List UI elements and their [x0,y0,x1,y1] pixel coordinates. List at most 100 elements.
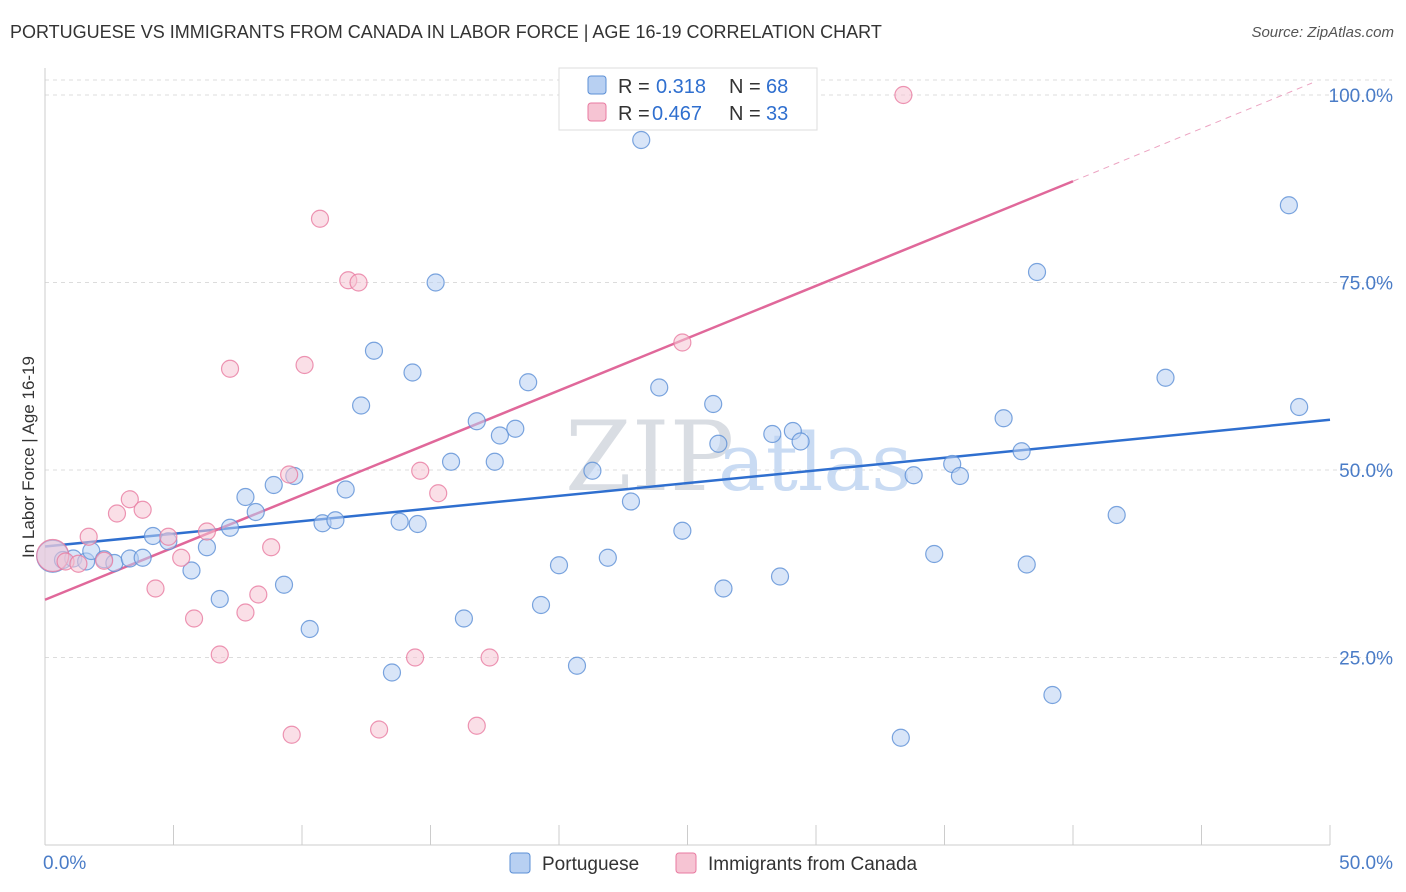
point-canada-32 [894,85,913,105]
point-portuguese-44 [632,130,651,150]
point-portuguese-42 [598,548,617,567]
point-portuguese-28 [403,363,422,382]
trend-line-canada [44,180,1074,601]
point-portuguese-53 [791,432,810,451]
x-tick-label-max: 50.0% [1339,853,1393,874]
point-canada-12 [197,522,217,541]
point-portuguese-39 [549,556,569,575]
point-portuguese-35 [490,426,509,445]
point-portuguese-43 [621,492,641,511]
data-points [36,85,1309,747]
legend-r-label-1: R = [618,103,650,125]
point-canada-10 [172,548,191,567]
point-canada-20 [295,355,314,375]
point-portuguese-11 [182,561,201,580]
point-portuguese-62 [1027,262,1047,282]
legend-n-label-1: N = [729,103,761,125]
trend-line-portuguese [44,418,1331,548]
point-portuguese-9 [143,526,163,546]
point-canada-18 [280,465,299,484]
point-portuguese-32 [454,609,474,628]
point-portuguese-55 [904,466,923,485]
point-portuguese-14 [220,518,240,537]
point-portuguese-41 [583,461,602,480]
legend-swatch-portuguese [587,75,607,95]
point-portuguese-23 [336,480,355,499]
point-portuguese-20 [300,619,319,639]
y-tick-label-25: 25.0% [1339,649,1393,670]
point-canada-28 [467,716,486,735]
point-portuguese-31 [441,452,461,471]
point-portuguese-33 [467,412,486,431]
point-portuguese-40 [567,656,587,675]
point-portuguese-16 [246,502,265,522]
watermark-atlas: atlas [718,416,912,509]
point-canada-13 [210,645,229,664]
y-tick-label-100: 100.0% [1329,86,1394,107]
tick-labels: 25.0% 50.0% 75.0% 100.0% 0.0% 50.0% [43,86,1393,874]
legend-r-value-0: 0.318 [656,76,706,98]
point-portuguese-13 [210,589,229,609]
trend-line-canada-extension [1072,82,1313,182]
point-portuguese-60 [1012,442,1031,461]
point-portuguese-47 [704,394,723,414]
correlation-legend: R = 0.318 N = 68 R = 0.467 N = 33 [558,67,818,131]
y-tick-label-50: 50.0% [1339,461,1393,482]
legend-r-label-0: R = [618,76,650,98]
point-canada-8 [146,579,165,598]
point-canada-27 [429,484,448,503]
point-canada-6 [120,490,139,509]
point-portuguese-51 [770,567,790,586]
point-canada-16 [249,585,268,604]
point-portuguese-61 [1017,555,1036,574]
point-portuguese-38 [531,595,551,615]
point-portuguese-50 [763,424,782,444]
series-legend: Portuguese Immigrants from Canada [509,852,918,875]
chart-title: PORTUGUESE VS IMMIGRANTS FROM CANADA IN … [10,22,882,42]
x-tick-label-min: 0.0% [43,853,86,874]
point-canada-4 [95,551,114,570]
point-canada-5 [107,504,127,523]
legend-n-label-0: N = [729,76,761,98]
point-portuguese-26 [382,663,402,682]
point-portuguese-63 [1043,685,1062,705]
point-portuguese-45 [650,378,669,397]
point-portuguese-58 [950,466,970,486]
axes [44,68,1331,846]
grid-lines [45,79,1392,658]
point-canada-9 [159,527,178,546]
point-portuguese-30 [426,273,445,292]
point-portuguese-27 [390,512,409,531]
point-portuguese-48 [709,434,728,453]
point-portuguese-29 [408,514,427,534]
point-canada-14 [220,359,240,378]
point-canada-25 [405,648,425,667]
point-canada-11 [184,609,204,628]
point-canada-19 [282,725,301,744]
point-canada-31 [673,333,692,352]
watermark-zip: ZIP [565,401,734,513]
point-canada-21 [310,209,330,228]
point-portuguese-18 [274,575,294,594]
point-portuguese-64 [1107,505,1126,525]
point-canada-2 [69,554,88,573]
legend-n-value-1: 33 [766,103,788,125]
point-portuguese-37 [519,373,538,392]
legend-r-value-1: 0.467 [652,103,702,125]
legend-n-value-0: 68 [766,76,788,98]
bottom-legend-portuguese: Portuguese [542,854,639,875]
point-canada-24 [370,720,389,739]
point-portuguese-12 [197,538,217,557]
source-credit: Source: ZipAtlas.com [1251,24,1394,41]
point-portuguese-25 [364,341,384,360]
point-portuguese-17 [264,475,283,495]
point-portuguese-34 [485,452,504,471]
point-portuguese-67 [1290,397,1309,417]
point-canada-3 [79,527,98,546]
point-portuguese-46 [673,521,692,540]
point-canada-23 [349,273,368,292]
y-tick-label-75: 75.0% [1339,274,1393,295]
point-canada-29 [480,648,499,667]
point-portuguese-54 [891,728,910,747]
